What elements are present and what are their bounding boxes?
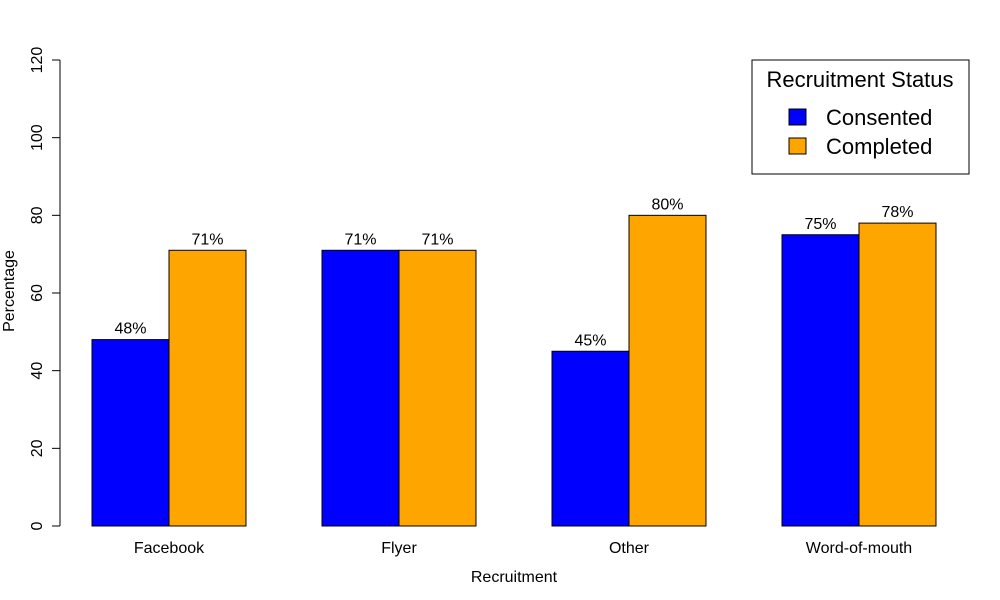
bar-consented-facebook [91, 339, 170, 527]
data-label-consented-facebook: 48% [114, 321, 146, 338]
data-label-completed-facebook: 71% [191, 231, 223, 248]
y-axis: 0 20 40 60 80 100 120 [29, 47, 61, 530]
legend-title: Recruitment Status [766, 67, 953, 92]
bars-group [91, 214, 937, 527]
legend: Recruitment Status Consented Completed [751, 59, 970, 175]
y-tick-label: 60 [29, 284, 46, 302]
data-label-consented-flyer: 71% [344, 231, 376, 248]
legend-swatch-completed [788, 137, 807, 155]
bar-completed-facebook [168, 249, 247, 527]
y-tick-label: 100 [29, 124, 46, 151]
legend-label-consented: Consented [826, 105, 932, 130]
y-tick-label: 80 [29, 206, 46, 224]
legend-swatch-consented [788, 108, 807, 126]
data-label-completed-word-of-mouth: 78% [881, 204, 913, 221]
x-axis: Facebook Flyer Other Word-of-mouth [134, 540, 912, 557]
bar-consented-other [551, 350, 630, 527]
data-label-consented-other: 45% [574, 332, 606, 349]
bar-completed-other [628, 214, 707, 527]
data-label-completed-flyer: 71% [421, 231, 453, 248]
data-label-consented-word-of-mouth: 75% [804, 216, 836, 233]
data-labels-group: 48% 71% 71% 71% 45% 80% 75% 78% [114, 196, 913, 349]
x-tick-label: Facebook [134, 540, 205, 557]
y-tick-label: 20 [29, 439, 46, 457]
data-label-completed-other: 80% [651, 196, 683, 213]
legend-label-completed: Completed [826, 134, 932, 159]
y-tick-label: 120 [29, 47, 46, 74]
legend-box [751, 59, 970, 175]
x-tick-label: Flyer [381, 540, 417, 557]
x-tick-label: Other [609, 540, 650, 557]
bar-consented-word-of-mouth [781, 234, 860, 527]
y-tick-label: 0 [29, 521, 46, 530]
y-tick-label: 40 [29, 362, 46, 380]
bar-completed-flyer [398, 249, 477, 527]
bar-consented-flyer [321, 249, 400, 527]
bar-completed-word-of-mouth [858, 222, 937, 527]
x-axis-title: Recruitment [471, 569, 558, 586]
x-tick-label: Word-of-mouth [806, 540, 912, 557]
y-axis-title: Percentage [1, 250, 18, 332]
